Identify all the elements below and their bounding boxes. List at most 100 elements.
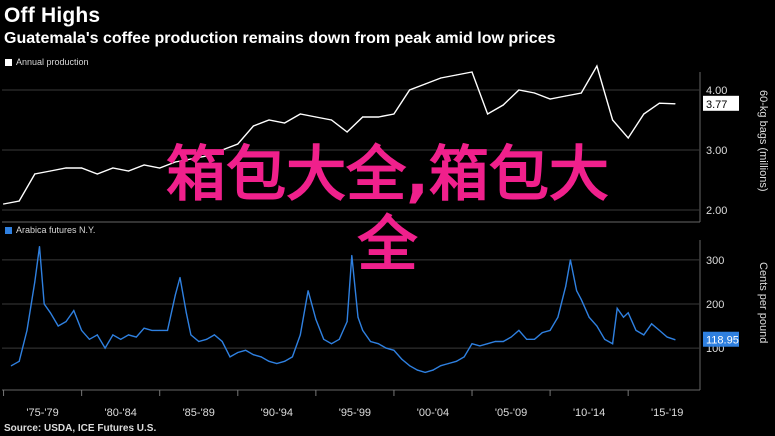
production-point xyxy=(143,164,145,166)
futures-point xyxy=(323,338,325,340)
futures-point xyxy=(479,345,481,347)
production-point xyxy=(237,143,239,145)
production-point xyxy=(424,83,426,85)
production-point xyxy=(408,89,411,91)
futures-point xyxy=(338,338,340,340)
futures-point xyxy=(424,371,426,373)
futures-point xyxy=(549,329,551,332)
futures-point xyxy=(643,334,645,336)
futures-point xyxy=(268,360,270,362)
production-point xyxy=(377,116,379,118)
x-tick-label: '15-'19 xyxy=(651,407,683,419)
futures-point xyxy=(576,290,578,292)
legend-futures-label: Arabica futures N.Y. xyxy=(16,225,96,235)
futures-point xyxy=(159,329,161,332)
production-point xyxy=(674,103,676,105)
futures-point xyxy=(104,347,106,349)
production-point xyxy=(112,167,114,169)
production-point xyxy=(393,113,395,115)
production-point xyxy=(174,161,176,163)
futures-point xyxy=(127,334,130,336)
x-tick-label: '80-'84 xyxy=(105,407,137,419)
futures-point xyxy=(213,334,215,336)
production-point xyxy=(518,89,520,91)
futures-point xyxy=(315,318,317,321)
futures-point xyxy=(34,281,36,283)
production-point xyxy=(96,173,98,175)
futures-point xyxy=(533,338,536,340)
production-panel: 2.00 3.00 4.00 3.77 xyxy=(2,64,739,223)
futures-point xyxy=(135,336,137,338)
futures-point xyxy=(96,334,98,336)
production-point xyxy=(315,116,317,118)
futures-point xyxy=(487,343,489,345)
futures-point xyxy=(49,312,52,314)
legend-production-label: Annual production xyxy=(16,57,89,67)
futures-point xyxy=(357,316,359,318)
futures-point xyxy=(18,360,20,362)
production-point xyxy=(18,200,20,202)
futures-point xyxy=(596,325,598,327)
futures-point xyxy=(185,312,187,314)
futures-point xyxy=(658,329,661,332)
production-point xyxy=(268,119,270,121)
production-point xyxy=(487,113,489,115)
futures-point xyxy=(666,336,668,338)
futures-tick-label: 200 xyxy=(706,299,724,311)
futures-point xyxy=(73,309,75,312)
futures-point xyxy=(622,316,625,318)
production-point xyxy=(34,173,36,175)
production-point xyxy=(549,98,551,100)
production-point xyxy=(127,170,130,172)
futures-point xyxy=(447,362,450,365)
source-note: Source: USDA, ICE Futures U.S. xyxy=(4,423,157,434)
futures-point xyxy=(284,360,286,362)
production-tick-label: 3.00 xyxy=(706,145,727,157)
futures-point xyxy=(65,321,67,323)
futures-point xyxy=(471,343,473,345)
futures-point xyxy=(252,354,255,356)
x-tick-label: '85-'89 xyxy=(183,407,215,419)
futures-point xyxy=(351,254,353,257)
production-last-value-box xyxy=(703,95,739,111)
futures-point xyxy=(510,336,512,338)
futures-point xyxy=(635,329,637,332)
futures-point xyxy=(291,356,294,358)
futures-point xyxy=(526,338,528,340)
production-last-value-label: 3.77 xyxy=(706,99,727,111)
futures-point xyxy=(237,351,239,354)
chart-title: Off Highs xyxy=(4,4,101,27)
production-point xyxy=(330,119,333,121)
production-point xyxy=(2,203,5,205)
futures-point xyxy=(229,356,231,358)
x-tick-label: '75-'79 xyxy=(26,407,58,419)
production-point xyxy=(643,113,645,115)
futures-point xyxy=(10,365,12,367)
futures-axis-label: Cents per pound xyxy=(757,262,769,343)
production-point xyxy=(533,92,536,94)
production-point xyxy=(455,74,458,76)
futures-point xyxy=(588,316,590,318)
futures-point xyxy=(307,290,309,292)
futures-point xyxy=(502,340,504,343)
x-tick-label: '10-'14 xyxy=(573,407,605,419)
production-point xyxy=(565,95,567,97)
production-tick-label: 2.00 xyxy=(706,205,727,217)
production-series-line xyxy=(3,64,676,205)
futures-point xyxy=(26,329,28,332)
futures-point xyxy=(557,316,559,318)
chart-subtitle: Guatemala's coffee production remains do… xyxy=(4,30,556,47)
futures-point xyxy=(650,323,653,325)
production-point xyxy=(627,137,629,139)
futures-last-value-box xyxy=(703,331,739,347)
x-axis: '75-'79 '80-'84 '85-'89 '90-'94 '95-'99 '00-'… xyxy=(3,390,683,419)
futures-last-value-label: 118.95 xyxy=(706,335,739,347)
futures-point xyxy=(112,334,114,336)
futures-point xyxy=(432,369,434,371)
futures-point xyxy=(455,360,458,362)
futures-point xyxy=(616,307,618,309)
futures-point xyxy=(38,246,41,248)
production-point xyxy=(65,167,67,169)
production-point xyxy=(440,77,442,79)
